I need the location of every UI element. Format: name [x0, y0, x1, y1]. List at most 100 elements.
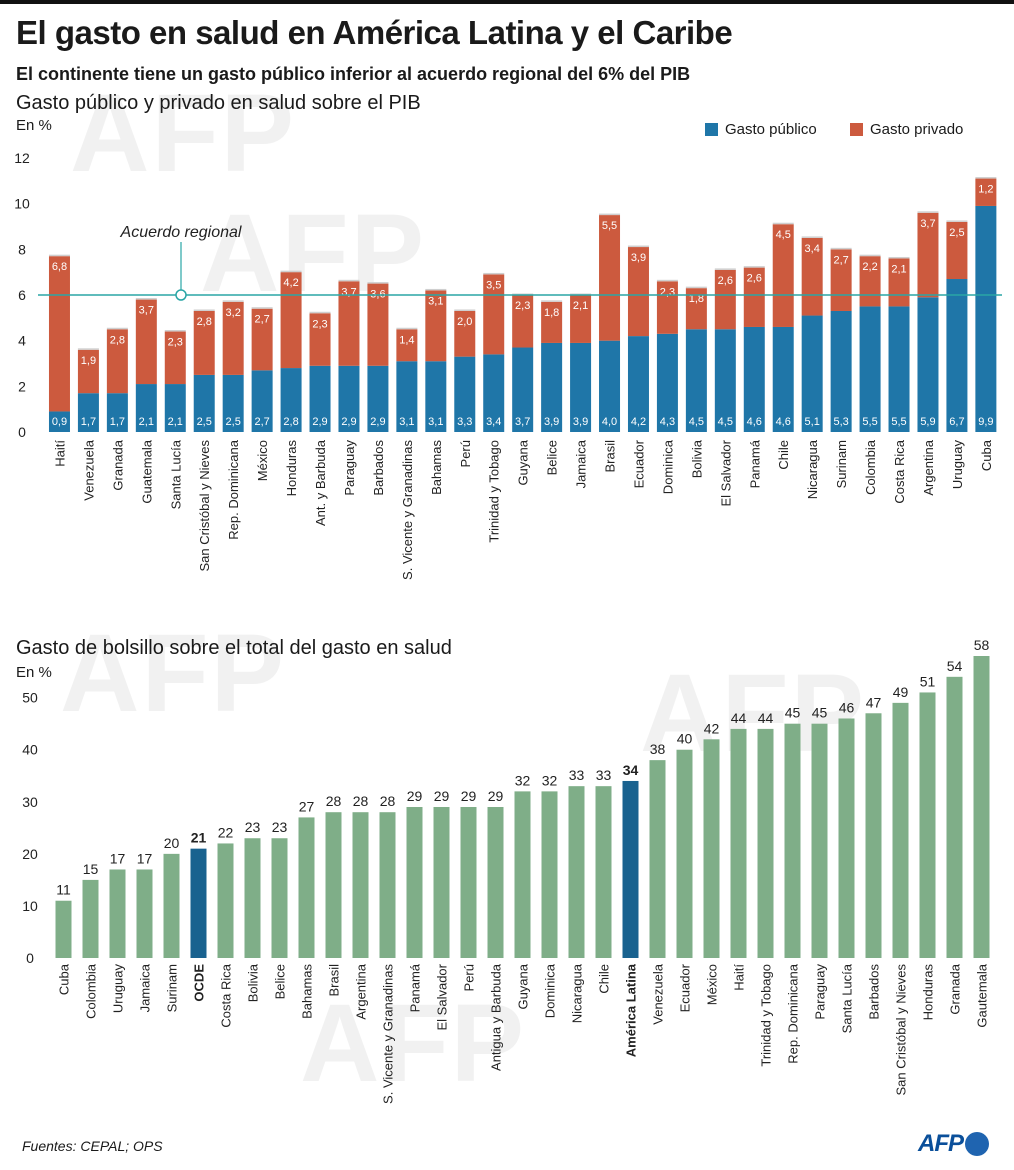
bar-cap — [946, 220, 968, 222]
bar-nicaragua — [568, 786, 585, 958]
bar-public-barbados — [367, 365, 389, 432]
label-private-trinidad-y-tobago: 3,5 — [486, 279, 501, 291]
value-label-jamaica: 17 — [137, 850, 153, 866]
bar-private-brasil — [599, 215, 621, 341]
y-tick-label: 40 — [22, 742, 38, 758]
bar-cap — [917, 211, 939, 213]
x-tick-label: S. Vicente y Granadinas — [400, 440, 415, 580]
bar-public-san-cristobal-y-nieves — [193, 374, 215, 432]
label-private-chile: 4,5 — [776, 229, 791, 241]
bar-cap — [367, 282, 389, 284]
x-tick-label: Bolivia — [246, 963, 261, 1002]
value-label-cuba: 11 — [56, 882, 71, 898]
x-tick-label: Chile — [776, 440, 791, 470]
bar-ocde — [190, 848, 207, 958]
bar-public-rep-dominicana — [222, 374, 244, 432]
bar-private-rep-dominicana — [222, 301, 244, 375]
y-tick-label: 6 — [18, 287, 26, 303]
bar-private-bahamas — [425, 290, 447, 362]
reference-label: Acuerdo regional — [120, 224, 242, 241]
bar-private-cuba — [975, 178, 997, 206]
bar-private-santa-lucia — [164, 331, 186, 385]
bar-belice — [271, 838, 288, 958]
bar-ecuador — [676, 749, 693, 958]
page-title: El gasto en salud en América Latina y el… — [16, 14, 733, 51]
label-public-paraguay: 2,9 — [341, 416, 356, 428]
label-public-uruguay: 6,7 — [949, 416, 964, 428]
label-public-haiti: 0,9 — [52, 416, 67, 428]
bar-cap — [975, 177, 997, 179]
bar-costa-rica — [217, 843, 234, 958]
x-tick-label: El Salvador — [435, 963, 450, 1030]
label-public-san-cristobal-y-nieves: 2,5 — [197, 416, 212, 428]
legend-public-label: Gasto público — [725, 121, 817, 138]
label-private-venezuela: 1,9 — [81, 355, 96, 367]
x-tick-label: Venezuela — [81, 439, 96, 500]
x-tick-label: Santa Lucía — [840, 963, 855, 1033]
value-label-honduras: 51 — [920, 673, 936, 689]
x-tick-label: Guatemala — [139, 439, 154, 503]
bar-private-san-cristobal-y-nieves — [193, 310, 215, 375]
label-private-granada: 2,8 — [110, 334, 125, 346]
y-tick-label: 0 — [26, 950, 34, 966]
label-private-argentina: 3,7 — [920, 218, 935, 230]
bar-public-costa-rica — [888, 306, 910, 432]
bar-private-ecuador — [627, 247, 649, 337]
x-tick-label: Bahamas — [429, 440, 444, 495]
label-public-belice: 3,9 — [544, 416, 559, 428]
x-tick-label: Haití — [52, 440, 67, 467]
label-private-nicaragua: 3,4 — [805, 243, 820, 255]
value-label-america-latina: 34 — [623, 762, 639, 778]
value-label-brasil: 28 — [326, 793, 342, 809]
value-label-mexico: 42 — [704, 720, 720, 736]
x-tick-label: Uruguay — [950, 440, 965, 490]
x-tick-label: Perú — [462, 964, 477, 991]
y-tick-label: 30 — [22, 794, 38, 810]
bar-rep-dominicana — [784, 723, 801, 958]
x-tick-label: Honduras — [921, 964, 936, 1021]
legend-private-swatch — [850, 123, 863, 136]
value-label-ocde: 21 — [191, 830, 207, 846]
bar-public-santa-lucia — [164, 384, 186, 432]
bar-surinam — [163, 853, 180, 958]
bar-brasil — [325, 812, 342, 958]
value-label-antigua-y-barbuda: 29 — [488, 788, 504, 804]
legend-public-swatch — [705, 123, 718, 136]
x-tick-label: Argentina — [921, 439, 936, 495]
bar-honduras — [919, 692, 936, 958]
bar-public-panama — [743, 326, 765, 432]
label-public-guatemala: 2,1 — [139, 416, 154, 428]
value-label-belice: 23 — [272, 819, 288, 835]
bar-cuba — [55, 900, 72, 958]
bar-public-cuba — [975, 205, 997, 432]
x-tick-label: Ecuador — [678, 963, 693, 1012]
label-private-uruguay: 2,5 — [949, 227, 964, 239]
x-tick-label: Uruguay — [111, 964, 126, 1014]
value-label-haiti: 44 — [731, 710, 747, 726]
page-subtitle: El continente tiene un gasto público inf… — [16, 64, 691, 84]
x-tick-label: Santa Lucía — [168, 439, 183, 509]
label-public-venezuela: 1,7 — [81, 416, 96, 428]
x-tick-label: Chile — [597, 964, 612, 994]
bar-cap — [425, 288, 447, 291]
label-public-guyana: 3,7 — [515, 416, 530, 428]
afp-logo-text: AFP — [918, 1130, 964, 1157]
bar-gautemala — [973, 656, 990, 958]
x-tick-label: Colombia — [84, 963, 99, 1019]
x-tick-label: Guyana — [516, 963, 531, 1009]
bar-granada — [946, 676, 963, 958]
bar-santa-lucia — [838, 718, 855, 958]
bar-private-nicaragua — [801, 237, 823, 316]
chart-stacked-health-spending: 0 2 4 6 8 10 12 6,8 0,9 Haití 1,9 1,7 Venezuela 2,8 1,… — [14, 150, 1002, 580]
bar-public-argentina — [917, 297, 939, 432]
bar-cap — [396, 327, 418, 330]
bar-cap — [599, 213, 621, 216]
bar-cap — [106, 327, 128, 330]
x-tick-label: América Latina — [624, 963, 639, 1057]
bar-s-vicente-y-granadinas — [379, 812, 396, 958]
label-public-costa-rica: 5,5 — [891, 416, 906, 428]
bar-private-paraguay — [338, 281, 360, 366]
label-public-argentina: 5,9 — [920, 416, 935, 428]
label-private-mexico: 2,7 — [254, 314, 269, 326]
x-tick-label: Panamá — [408, 963, 423, 1012]
